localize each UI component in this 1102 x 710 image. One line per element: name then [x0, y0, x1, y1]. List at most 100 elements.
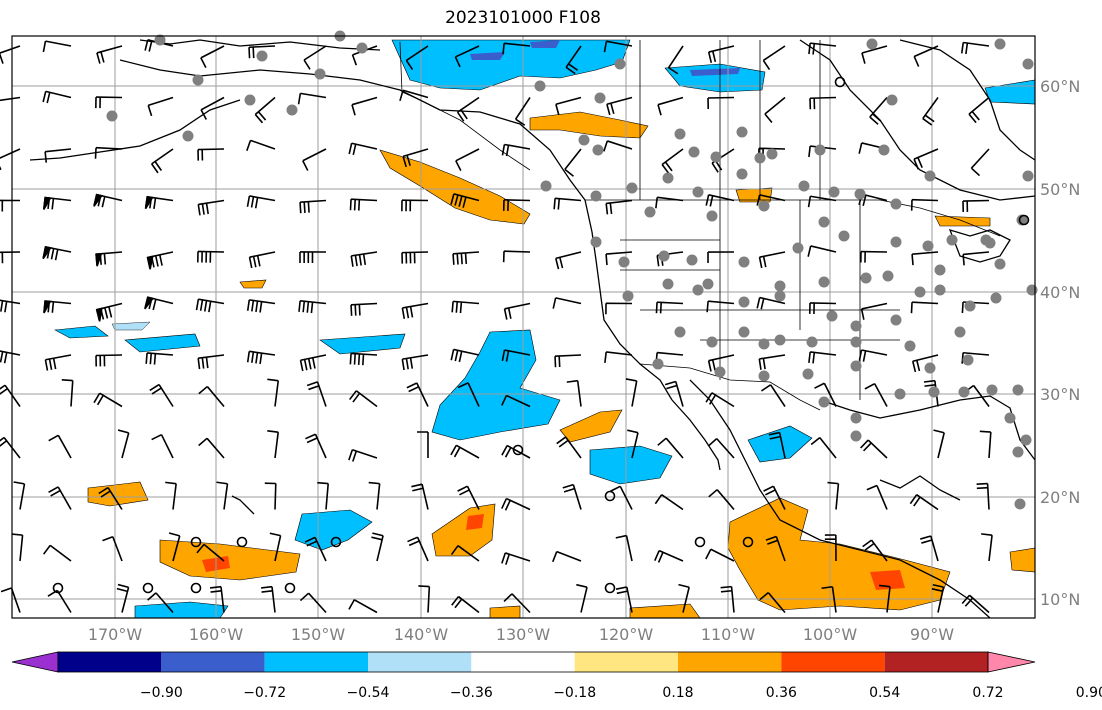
colorbar-segment: [781, 652, 885, 672]
station-dot: [626, 182, 638, 194]
wind-barb: [371, 532, 384, 562]
wind-barb: [0, 299, 21, 313]
longitude-labels: 170°W 160°W 150°W 140°W 130°W 120°W 110°…: [88, 625, 954, 644]
positive-anomaly-south-central: [159, 539, 301, 581]
wind-barb: [909, 494, 939, 511]
wind-barb: [42, 40, 72, 53]
wind-barb: [246, 350, 276, 365]
colorbar-tick-label: 0.54: [869, 685, 900, 701]
wind-barb: [299, 354, 327, 372]
blue-core-gulf: [470, 52, 505, 60]
wind-barb: [196, 250, 225, 263]
wind-barb: [94, 146, 123, 159]
wind-barb: [95, 354, 123, 367]
light-anomaly-strip: [111, 321, 151, 331]
wind-barb: [246, 139, 276, 151]
station-dot: [714, 366, 726, 378]
wind-barb: [454, 45, 480, 68]
station-dot: [192, 74, 204, 86]
calm-circle: [604, 490, 616, 502]
wind-barb: [298, 300, 327, 314]
station-dot: [986, 384, 998, 396]
wind-barb: [501, 444, 531, 459]
wind-barb: [552, 550, 582, 563]
station-dot: [962, 354, 974, 366]
positive-anomaly-hawaii-west: [87, 481, 149, 507]
lon-label-110w: 110°W: [701, 625, 756, 644]
wind-barb: [144, 195, 174, 210]
wind-barb: [862, 539, 888, 562]
station-dot: [954, 326, 966, 338]
wind-barb: [95, 96, 123, 109]
station-dot: [754, 152, 766, 164]
wind-barb: [451, 300, 480, 314]
wind-barb: [195, 298, 225, 313]
wind-barb: [707, 96, 735, 110]
lon-label-170w: 170°W: [88, 625, 143, 644]
wind-barb: [968, 96, 990, 124]
station-dot: [890, 314, 902, 326]
wind-barb: [962, 199, 990, 213]
anomaly-fields: [53, 39, 1036, 619]
wind-barb: [654, 549, 684, 563]
wind-barb: [196, 543, 225, 562]
station-dot: [1014, 498, 1026, 510]
station-dot: [256, 50, 268, 62]
wind-barb: [0, 199, 21, 212]
wind-barb: [248, 45, 276, 59]
wind-barb: [860, 302, 888, 320]
calm-circle: [236, 536, 248, 548]
wind-barb: [503, 593, 531, 614]
wind-barb: [502, 199, 531, 211]
map-title: 2023101000 F108: [445, 8, 601, 28]
lon-label-90w: 90°W: [910, 625, 954, 644]
mexico-pacific-coast: [689, 379, 991, 619]
station-dot: [1012, 384, 1024, 396]
wind-barb: [913, 45, 939, 67]
station-dot: [774, 280, 786, 292]
wind-barb: [13, 481, 26, 510]
wind-barb: [348, 599, 378, 614]
station-dot: [914, 286, 926, 298]
red-core-mexico: [870, 570, 905, 590]
station-dot: [890, 198, 902, 210]
wind-barb: [931, 583, 945, 613]
station-dot: [878, 144, 890, 156]
wind-barb: [0, 251, 21, 264]
wind-barb: [605, 199, 633, 215]
wind-barb: [200, 45, 225, 69]
wind-barb: [0, 96, 21, 102]
colorbar-tick-label: 0.18: [662, 685, 693, 701]
wind-barb: [350, 302, 378, 316]
wind-barb: [299, 251, 327, 263]
calm-circle: [190, 536, 202, 548]
station-dot: [860, 272, 872, 284]
colorbar-segment: [678, 652, 782, 672]
station-dot: [674, 128, 686, 140]
station-dot: [758, 338, 770, 350]
wind-barb: [246, 195, 276, 209]
station-dot: [984, 237, 996, 249]
wind-barb: [267, 378, 280, 407]
wind-barb: [147, 96, 174, 117]
wind-barb: [457, 485, 480, 510]
wind-barb: [61, 379, 74, 407]
wind-barb: [910, 198, 939, 211]
wind-barb: [96, 45, 123, 64]
colorbar-tick-label: −0.90: [140, 685, 183, 701]
station-dot: [806, 336, 818, 348]
station-dot: [686, 254, 698, 266]
station-dot: [850, 430, 862, 442]
colorbar-border: [57, 651, 989, 673]
wind-barb: [416, 431, 429, 459]
colorbar: [11, 651, 1036, 673]
wind-barb: [501, 552, 531, 565]
state-lines: [620, 200, 900, 400]
wind-barb: [705, 194, 735, 207]
wind-barb: [216, 481, 229, 510]
station-dot: [154, 34, 166, 46]
wind-barb: [151, 433, 174, 459]
wind-barb: [979, 430, 992, 459]
wind-barb: [452, 251, 480, 265]
wind-barb: [565, 45, 582, 75]
